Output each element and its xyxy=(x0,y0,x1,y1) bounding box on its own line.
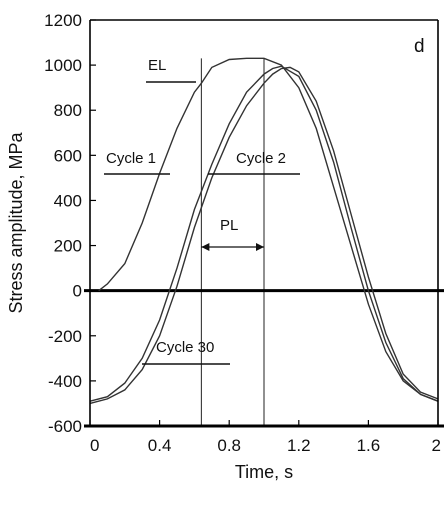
x-tick-label-2: 0.8 xyxy=(217,436,241,455)
y-axis-title: Stress amplitude, MPa xyxy=(6,131,26,313)
y-tick-label-3: 600 xyxy=(54,146,82,165)
y-tick-label-0: 1200 xyxy=(44,11,82,30)
y-tick-label-4: 400 xyxy=(54,191,82,210)
annotation-el: EL xyxy=(148,57,166,74)
x-tick-label-3: 1.2 xyxy=(287,436,311,455)
reference-lines xyxy=(84,58,444,428)
annotation-pl: PL xyxy=(220,217,238,234)
annotation-cycle-30: Cycle 30 xyxy=(156,339,214,356)
x-tick-label-5: 2 xyxy=(432,436,441,455)
x-tick-label-1: 0.4 xyxy=(148,436,172,455)
series-line-cycle-1 xyxy=(98,57,439,402)
x-tick-label-4: 1.6 xyxy=(357,436,381,455)
y-tick-label-6: 0 xyxy=(73,282,82,301)
x-tick-label-0: 0 xyxy=(90,436,99,455)
series-line-cycle-30 xyxy=(89,66,439,405)
y-tick-label-5: 200 xyxy=(54,237,82,256)
panel-label: d xyxy=(414,36,425,57)
annotation-cycle-2: Cycle 2 xyxy=(236,150,286,167)
annotations-layer: EL Cycle 1 Cycle 2 PL Cycle 30 xyxy=(104,57,300,365)
y-tick-label-1: 1000 xyxy=(44,56,82,75)
y-tick-label-8: -400 xyxy=(48,372,82,391)
series-line-cycle-2 xyxy=(89,65,439,402)
ticks-layer: 1200 1000 800 600 400 200 0 -200 -400 -600 0 0.4 0.8… xyxy=(44,11,441,455)
annotation-cycle-1: Cycle 1 xyxy=(106,150,156,167)
y-tick-label-9: -600 xyxy=(48,417,82,436)
y-tick-label-2: 800 xyxy=(54,101,82,120)
y-tick-label-7: -200 xyxy=(48,327,82,346)
pl-arrow-head-right xyxy=(256,243,264,251)
series-layer xyxy=(89,57,439,405)
x-axis-title: Time, s xyxy=(235,462,293,482)
pl-arrow-head-left xyxy=(201,243,210,251)
